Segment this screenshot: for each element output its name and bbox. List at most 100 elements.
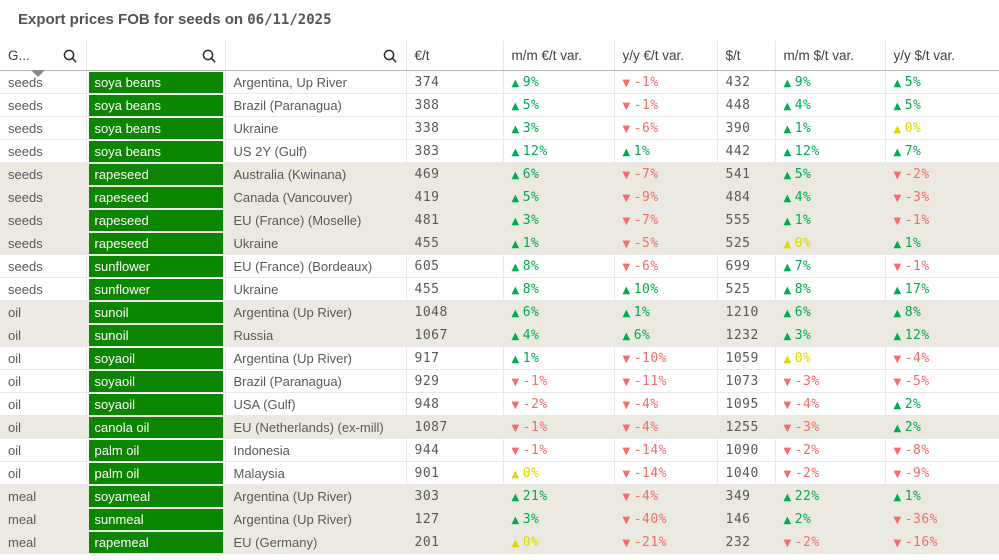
group-cell[interactable]: seeds [0,185,87,209]
product-cell[interactable]: rapeseed [86,162,226,186]
origin-cell[interactable]: US 2Y (Gulf) [225,139,407,163]
group-cell[interactable]: seeds [0,93,87,117]
product-value[interactable]: rapeseed [88,186,223,208]
product-value[interactable]: soya beans [88,140,223,162]
product-cell[interactable]: canola oil [86,415,226,439]
origin-cell[interactable]: Malaysia [225,461,407,485]
origin-cell[interactable]: Ukraine [225,116,407,140]
origin-cell[interactable]: Argentina (Up River) [225,346,407,370]
product-value[interactable]: sunflower [88,255,223,277]
var-direction-icon: ▲ [783,491,792,503]
group-cell[interactable]: seeds [0,254,87,278]
origin-cell[interactable]: Ukraine [225,231,407,255]
origin-cell[interactable]: Brazil (Paranagua) [225,93,407,117]
origin-cell[interactable]: EU (Germany) [225,530,407,554]
product-cell[interactable]: sunoil [86,323,226,347]
origin-cell[interactable]: Argentina (Up River) [225,484,407,508]
origin-cell[interactable]: USA (Gulf) [225,392,407,416]
product-cell[interactable]: sunmeal [86,507,226,531]
col-header-usd-per-t[interactable]: $/t [717,41,776,71]
product-cell[interactable]: palm oil [86,461,226,485]
product-value[interactable]: soyaoil [88,347,223,369]
origin-cell[interactable]: Ukraine [225,277,407,301]
product-value[interactable]: soya beans [88,71,223,93]
var-direction-icon: ▼ [893,537,902,549]
product-value[interactable]: sunflower [88,278,223,300]
product-cell[interactable]: rapemeal [86,530,226,554]
product-value[interactable]: palm oil [88,439,223,461]
origin-cell[interactable]: Argentina (Up River) [225,507,407,531]
product-cell[interactable]: soya beans [86,139,226,163]
var-value: 6% [522,304,540,320]
product-value[interactable]: soyameal [88,485,223,507]
group-cell[interactable]: oil [0,461,87,485]
origin-cell[interactable]: Argentina, Up River [225,70,407,94]
origin-cell[interactable]: Indonesia [225,438,407,462]
group-cell[interactable]: meal [0,530,87,554]
product-value[interactable]: sunoil [88,301,223,323]
product-cell[interactable]: soya beans [86,93,226,117]
product-value[interactable]: sunmeal [88,508,223,530]
product-cell[interactable]: rapeseed [86,185,226,209]
product-value[interactable]: rapeseed [88,163,223,185]
origin-cell[interactable]: EU (France) (Bordeaux) [225,254,407,278]
product-cell[interactable]: rapeseed [86,208,226,232]
product-cell[interactable]: soyaoil [86,392,226,416]
group-cell[interactable]: seeds [0,231,87,255]
product-cell[interactable]: soyaoil [86,369,226,393]
origin-cell[interactable]: EU (Netherlands) (ex-mill) [225,415,407,439]
col-header-mm-usd-var[interactable]: m/m $/t var. [775,41,886,71]
group-cell[interactable]: seeds [0,277,87,301]
product-cell[interactable]: sunoil [86,300,226,324]
search-icon[interactable] [62,48,78,64]
search-icon[interactable] [201,48,217,64]
product-cell[interactable]: palm oil [86,438,226,462]
col-header-mm-eur-var[interactable]: m/m €/t var. [503,41,615,71]
origin-cell[interactable]: EU (France) (Moselle) [225,208,407,232]
col-header-group[interactable]: G... [0,41,87,71]
col-header-eur-per-t[interactable]: €/t [406,41,504,71]
product-value[interactable]: soya beans [88,117,223,139]
group-cell[interactable]: meal [0,484,87,508]
origin-cell[interactable]: Russia [225,323,407,347]
var-direction-icon: ▼ [893,353,902,365]
product-cell[interactable]: rapeseed [86,231,226,255]
group-cell[interactable]: oil [0,392,87,416]
group-cell[interactable]: seeds [0,208,87,232]
product-value[interactable]: soyaoil [88,393,223,415]
product-cell[interactable]: sunflower [86,277,226,301]
origin-cell[interactable]: Canada (Vancouver) [225,185,407,209]
product-value[interactable]: palm oil [88,462,223,484]
search-icon[interactable] [382,48,398,64]
product-cell[interactable]: soyaoil [86,346,226,370]
origin-cell[interactable]: Brazil (Paranagua) [225,369,407,393]
col-header-yy-usd-var[interactable]: y/y $/t var. [885,41,999,71]
col-header-origin[interactable] [225,41,407,71]
product-value[interactable]: soya beans [88,94,223,116]
origin-cell[interactable]: Argentina (Up River) [225,300,407,324]
product-value[interactable]: rapeseed [88,209,223,231]
group-cell[interactable]: oil [0,346,87,370]
group-cell[interactable]: oil [0,300,87,324]
col-header-yy-eur-var[interactable]: y/y €/t var. [614,41,718,71]
product-cell[interactable]: soyameal [86,484,226,508]
product-value[interactable]: rapemeal [88,531,223,553]
product-value[interactable]: rapeseed [88,232,223,254]
col-header-product[interactable] [86,41,226,71]
origin-cell[interactable]: Australia (Kwinana) [225,162,407,186]
product-cell[interactable]: soya beans [86,70,226,94]
product-cell[interactable]: sunflower [86,254,226,278]
group-cell[interactable]: oil [0,415,87,439]
group-cell[interactable]: oil [0,323,87,347]
product-value[interactable]: canola oil [88,416,223,438]
group-cell[interactable]: oil [0,369,87,393]
group-cell[interactable]: oil [0,438,87,462]
group-cell[interactable]: meal [0,507,87,531]
group-cell[interactable]: seeds [0,70,87,94]
group-cell[interactable]: seeds [0,162,87,186]
group-cell[interactable]: seeds [0,139,87,163]
product-value[interactable]: soyaoil [88,370,223,392]
group-cell[interactable]: seeds [0,116,87,140]
product-cell[interactable]: soya beans [86,116,226,140]
product-value[interactable]: sunoil [88,324,223,346]
